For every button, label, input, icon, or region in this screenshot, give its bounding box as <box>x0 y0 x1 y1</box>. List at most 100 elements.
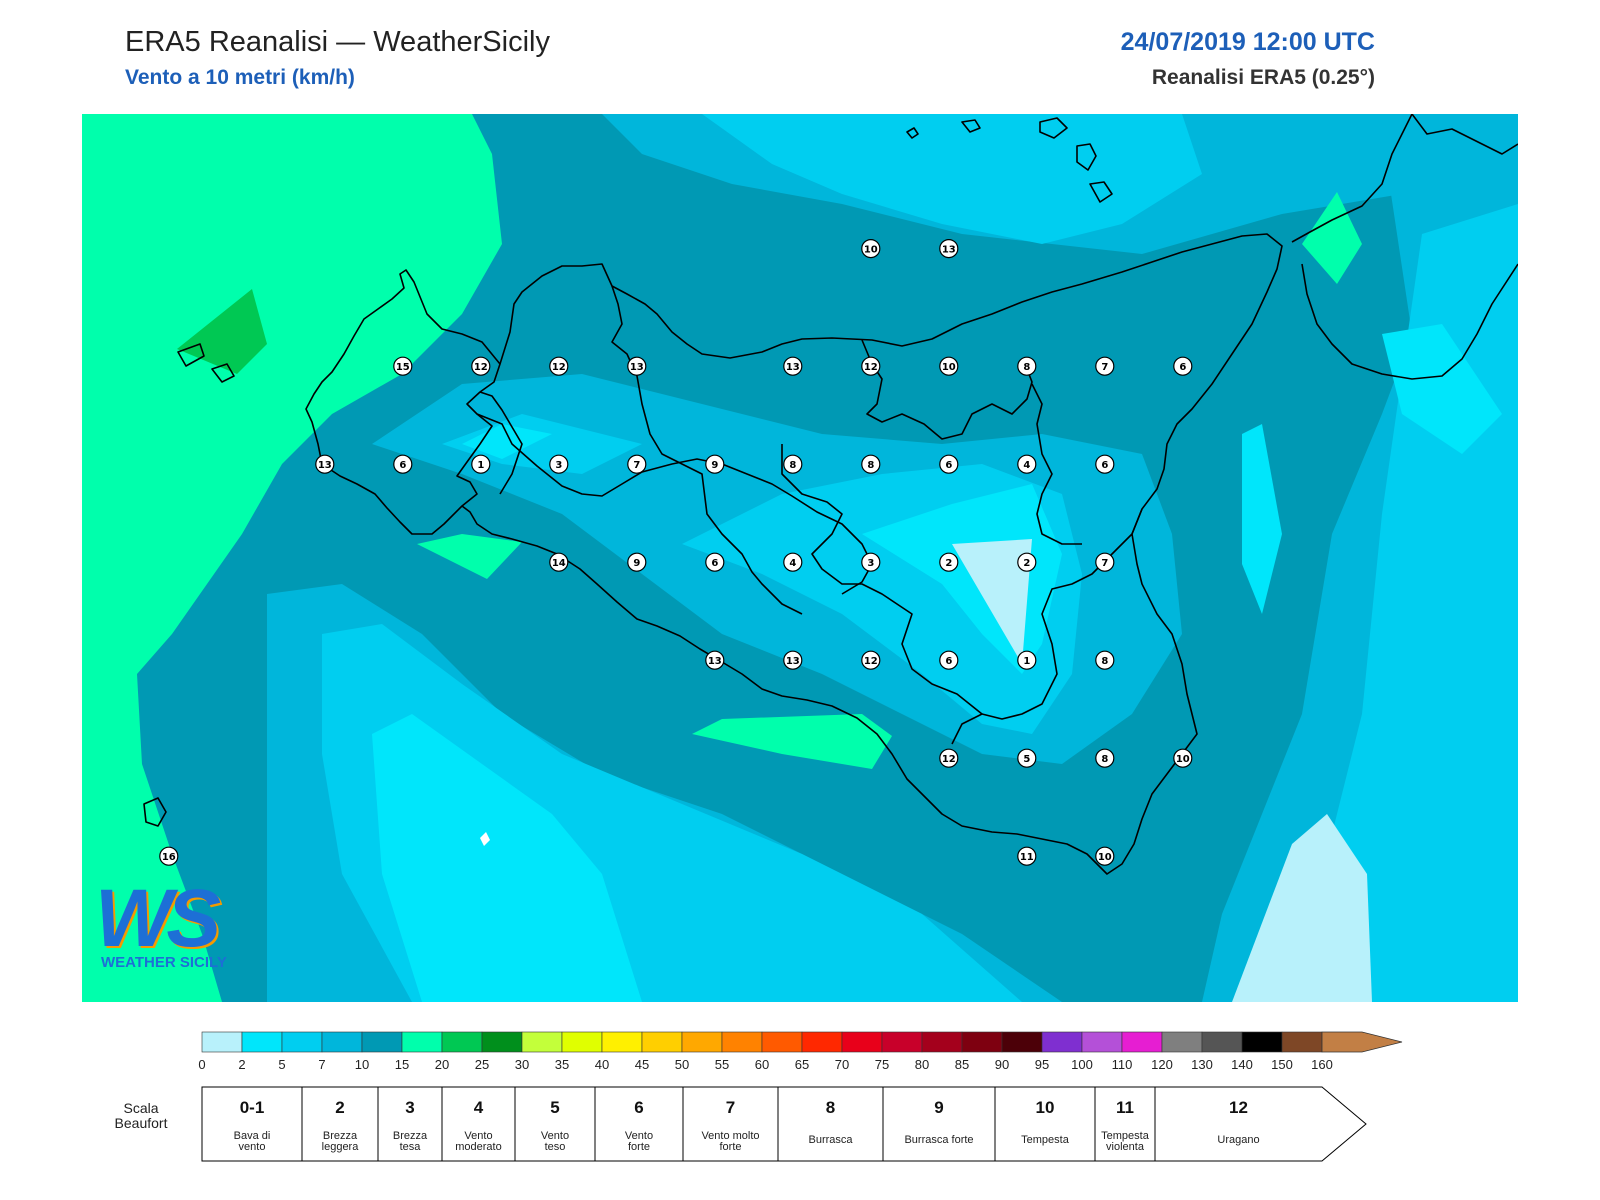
station-value: 2 <box>945 558 952 569</box>
station-10: 7 <box>1095 356 1115 376</box>
province-boundary <box>1031 383 1082 545</box>
band-15-20-west <box>82 114 502 1002</box>
station-marker <box>627 552 647 572</box>
station-value: 13 <box>318 460 332 471</box>
station-5: 13 <box>627 356 647 376</box>
model-label: Reanalisi ERA5 (0.25°) <box>1151 66 1375 89</box>
station-marker <box>549 454 569 474</box>
station-value: 11 <box>1020 852 1034 863</box>
beaufort-cell <box>777 1086 884 1162</box>
beaufort-cell <box>1154 1086 1367 1162</box>
station-marker <box>939 748 959 768</box>
station-value: 6 <box>945 656 952 667</box>
colorbar-cell <box>1041 1031 1083 1053</box>
station-marker <box>1173 356 1193 376</box>
province-boundary <box>781 444 983 715</box>
station-marker <box>939 552 959 572</box>
colorbar-tick-label: 80 <box>915 1057 929 1072</box>
station-marker <box>783 356 803 376</box>
station-marker <box>939 650 959 670</box>
beaufort-cell <box>377 1086 443 1162</box>
station-marker <box>1095 748 1115 768</box>
station-value: 8 <box>867 460 874 471</box>
station-value: 8 <box>1101 656 1108 667</box>
colorbar-cell <box>401 1031 443 1053</box>
station-value: 13 <box>708 656 722 667</box>
station-marker <box>705 454 725 474</box>
province-boundary <box>861 339 1033 440</box>
colorbar-tick-label: 0 <box>198 1057 205 1072</box>
colorbar-tick-label: 85 <box>955 1057 969 1072</box>
map-subtitle: Vento a 10 metri (km/h) <box>125 66 355 89</box>
band-15-20-south <box>692 714 892 769</box>
beaufort-label: Scala <box>123 1100 158 1116</box>
beaufort-description: Tempesta violenta <box>1101 1130 1150 1153</box>
station-41: 11 <box>1017 846 1037 866</box>
beaufort-cell <box>682 1086 779 1162</box>
colorbar-tick-label: 60 <box>755 1057 769 1072</box>
map-title: ERA5 Reanalisi — WeatherSicily <box>125 26 550 58</box>
station-37: 12 <box>939 748 959 768</box>
island <box>1089 181 1113 203</box>
station-15: 3 <box>549 454 569 474</box>
colorbar-cell <box>881 1031 923 1053</box>
station-value: 5 <box>1023 754 1030 765</box>
station-value: 10 <box>1098 852 1112 863</box>
colorbar: 0 2 5 7 10 15 20 25 30 35 40 45 50 55 60 65 70 75 80 85 90 95… <box>198 1031 1403 1072</box>
band-2-5-west <box>462 424 552 459</box>
beaufort-cell <box>1094 1086 1156 1162</box>
station-value: 7 <box>633 460 640 471</box>
colorbar-tick-label: 95 <box>1035 1057 1049 1072</box>
beaufort-number: 3 <box>405 1098 414 1117</box>
colorbar-cell <box>241 1031 283 1053</box>
beaufort-number: 7 <box>726 1098 735 1117</box>
station-value: 13 <box>786 656 800 667</box>
beaufort-description: Tempesta <box>1021 1134 1070 1146</box>
pantelleria-island <box>143 797 167 827</box>
station-value: 8 <box>789 460 796 471</box>
station-value: 1 <box>1023 656 1030 667</box>
beaufort-label: Beaufort <box>115 1115 168 1131</box>
island <box>961 119 981 133</box>
station-marker <box>471 454 491 474</box>
colorbar-cell <box>681 1031 723 1053</box>
calabria-coast <box>1291 114 1413 243</box>
station-value: 6 <box>945 460 952 471</box>
colorbar-tick-label: 50 <box>675 1057 689 1072</box>
beaufort-description: Burrasca <box>808 1134 853 1146</box>
colorbar-cell <box>1321 1031 1403 1053</box>
colorbar-tick-label: 30 <box>515 1057 529 1072</box>
station-33: 12 <box>861 650 881 670</box>
band-2-5-south <box>372 714 642 1002</box>
island <box>1039 117 1068 139</box>
beaufort-number: 8 <box>826 1098 835 1117</box>
station-marker <box>1095 356 1115 376</box>
colorbar-tick-label: 45 <box>635 1057 649 1072</box>
station-22: 6 <box>1095 454 1115 474</box>
station-value: 13 <box>942 245 956 256</box>
colorbar-tick-label: 160 <box>1311 1057 1333 1072</box>
beaufort-description: Brezza tesa <box>393 1130 428 1153</box>
station-marker <box>549 552 569 572</box>
colorbar-cell <box>1001 1031 1043 1053</box>
station-marker <box>549 356 569 376</box>
colorbar-tick-label: 7 <box>318 1057 325 1072</box>
province-boundary <box>476 413 873 595</box>
station-marker <box>1095 454 1115 474</box>
station-value: 2 <box>1023 558 1030 569</box>
station-2: 15 <box>393 356 413 376</box>
logo-text: WEATHER SICILY <box>101 954 227 971</box>
beaufort-cell <box>882 1086 996 1162</box>
egadi-island <box>177 343 205 367</box>
colorbar-cell <box>361 1031 403 1053</box>
station-19: 8 <box>861 454 881 474</box>
colorbar-cell <box>721 1031 763 1053</box>
colorbar-cell <box>1281 1031 1323 1053</box>
colorbar-tick-label: 100 <box>1071 1057 1093 1072</box>
station-18: 8 <box>783 454 803 474</box>
station-marker <box>159 846 179 866</box>
station-value: 1 <box>477 460 484 471</box>
band-15-20-north-east <box>1302 192 1362 284</box>
station-29: 2 <box>1017 552 1037 572</box>
